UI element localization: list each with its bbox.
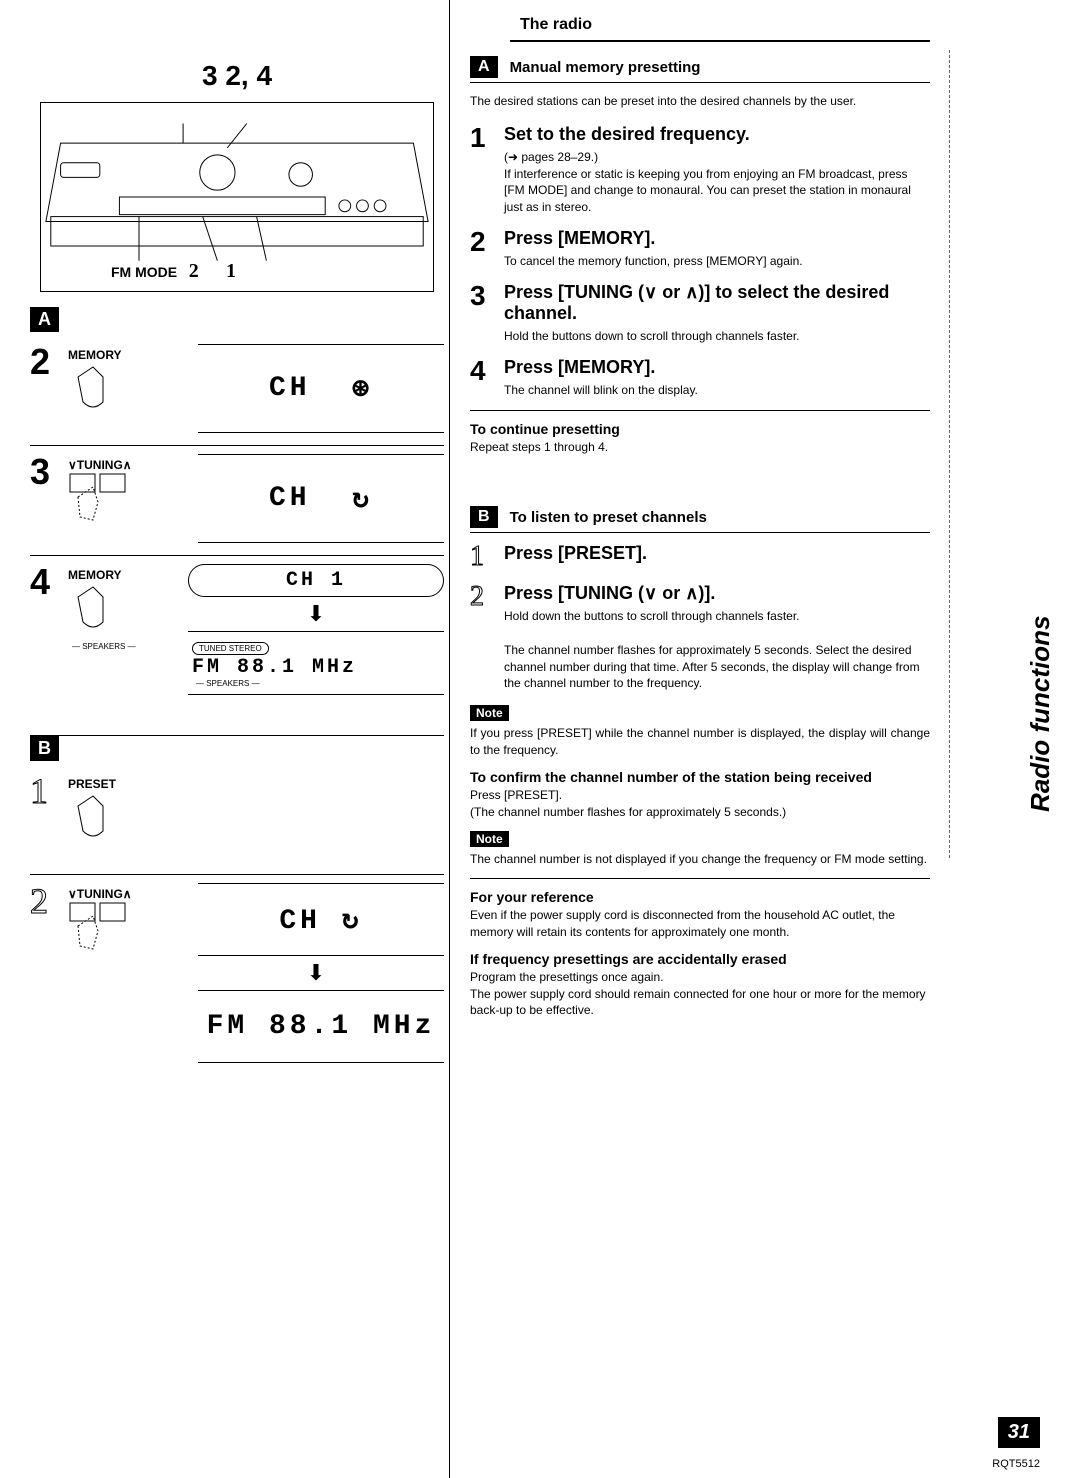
dashed-margin — [949, 50, 950, 858]
left-step-b2: 2 ∨TUNING∧ CH ↻ ⬇ FM 88.1 MHz — [30, 875, 444, 1075]
instr-step-3: 3 Press [TUNING (∨ or ∧)] to select the … — [470, 282, 930, 345]
instr-step-b2: 2 Press [TUNING (∨ or ∧)]. Hold down the… — [470, 583, 930, 692]
reference-head: For your reference — [470, 889, 930, 905]
page-header: The radio — [510, 10, 930, 42]
left-step-3: 3 ∨TUNING∧ CH ↻ — [30, 446, 444, 556]
section-a-tag: A — [30, 307, 59, 332]
hand-press-pair-icon — [68, 901, 138, 956]
receiver-svg — [41, 103, 433, 291]
display-stack-b2: CH ↻ ⬇ FM 88.1 MHz — [188, 883, 444, 1063]
instr-step-b1: 1 Press [PRESET]. — [470, 543, 930, 571]
display-stack-4: CH 1 ⬇ TUNED STEREO FM 88.1 MHz — SPEAKE… — [188, 564, 444, 723]
hand-press-icon — [68, 362, 118, 417]
left-illustration-column: 3 2, 4 FM MODE 2 — [0, 0, 450, 1478]
note-badge: Note — [470, 831, 509, 847]
intro-text: The desired stations can be preset into … — [470, 93, 930, 110]
left-step-2: 2 MEMORY CH ⊛ — [30, 336, 444, 446]
confirm-head: To confirm the channel number of the sta… — [470, 769, 930, 785]
hand-press-pair-icon — [68, 472, 138, 527]
page-number: 31 — [998, 1417, 1040, 1448]
note-badge: Note — [470, 705, 509, 721]
fm-mode-label: FM MODE 2 1 — [111, 260, 236, 283]
right-text-column: The radio A Manual memory presetting The… — [450, 0, 1080, 1478]
instr-step-4: 4 Press [MEMORY]. The channel will blink… — [470, 357, 930, 399]
left-step-b1: 1 PRESET — [30, 765, 444, 875]
instr-step-2: 2 Press [MEMORY]. To cancel the memory f… — [470, 228, 930, 270]
doc-id: RQT5512 — [992, 1458, 1040, 1470]
receiver-illustration: FM MODE 2 1 — [40, 102, 434, 292]
side-label: Radio functions — [1025, 616, 1056, 812]
erased-head: If frequency presettings are accidentall… — [470, 951, 930, 967]
arrow-down-icon: ⬇ — [188, 962, 444, 984]
arrow-down-icon: ⬇ — [188, 603, 444, 625]
section-a-header: A Manual memory presetting — [470, 56, 930, 83]
hand-press-icon — [68, 791, 118, 846]
instr-step-1: 1 Set to the desired frequency. (➜ pages… — [470, 124, 930, 216]
display-ch-spin: CH ↻ — [198, 454, 444, 543]
display-ch: CH ⊛ — [198, 344, 444, 433]
left-step-4: 4 MEMORY — SPEAKERS — CH 1 ⬇ TUNED STERE… — [30, 556, 444, 736]
top-callouts: 3 2, 4 — [30, 60, 444, 92]
section-b-header: B To listen to preset channels — [470, 506, 930, 533]
hand-press-icon — [68, 582, 118, 637]
continue-head: To continue presetting — [470, 421, 930, 437]
section-b-tag: B — [30, 736, 59, 761]
